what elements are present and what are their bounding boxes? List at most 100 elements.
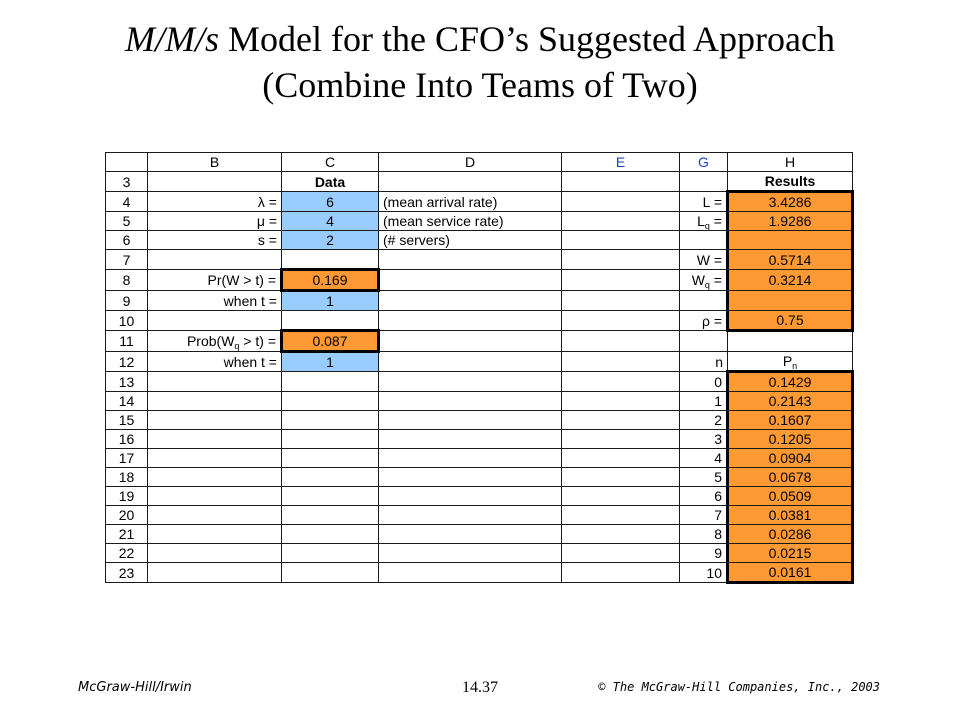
cell <box>727 330 853 352</box>
sheet-row: 5 μ = 4 (mean service rate) Lq = 1.9286 <box>105 211 854 231</box>
pn-table-row: 13 0 0.1429 <box>105 370 854 392</box>
n-value: 5 <box>679 467 728 487</box>
cell <box>378 524 562 544</box>
n-value: 1 <box>679 391 728 411</box>
cell <box>561 467 680 487</box>
prob-w-label: Pr(W > t) = <box>147 269 282 291</box>
n-value: 10 <box>679 562 728 583</box>
col-header-h: H <box>727 152 853 172</box>
row-number: 22 <box>105 543 148 563</box>
cell <box>561 505 680 525</box>
cell <box>281 524 379 544</box>
row-number: 5 <box>105 211 148 231</box>
corner-cell <box>105 152 148 172</box>
cell <box>378 429 562 449</box>
cell <box>378 391 562 411</box>
prob-w-value: 0.169 <box>280 268 380 292</box>
cell <box>281 391 379 411</box>
row-number: 18 <box>105 467 148 487</box>
cell <box>378 249 562 270</box>
row-number: 15 <box>105 410 148 430</box>
cell <box>378 448 562 468</box>
pn-header: Pn <box>727 351 853 372</box>
cell <box>147 562 282 583</box>
cell <box>561 410 680 430</box>
cell <box>561 391 680 411</box>
pn-value: 0.0286 <box>726 524 854 544</box>
row-number: 11 <box>105 330 148 352</box>
cell <box>147 391 282 411</box>
cell <box>561 269 680 291</box>
row-number: 23 <box>105 562 148 583</box>
wq-label: Wq = <box>679 269 728 291</box>
cell <box>679 230 728 250</box>
cell <box>281 371 379 392</box>
cell <box>679 290 728 311</box>
rho-label: ρ = <box>679 310 728 331</box>
cell <box>147 429 282 449</box>
cell <box>561 543 680 563</box>
prob-wq-t-input[interactable]: 1 <box>281 351 379 372</box>
cell <box>561 171 680 192</box>
w-value: 0.5714 <box>726 249 854 270</box>
row-number: 19 <box>105 486 148 506</box>
cell <box>147 410 282 430</box>
prob-wq-t-label: when t = <box>147 351 282 372</box>
pn-value: 0.2143 <box>726 391 854 411</box>
cell <box>378 310 562 331</box>
pn-value: 0.1607 <box>726 410 854 430</box>
cell <box>147 486 282 506</box>
row-number: 12 <box>105 351 148 372</box>
sheet-row: 6 s = 2 (# servers) <box>105 230 854 250</box>
n-value: 8 <box>679 524 728 544</box>
sheet-row: 8 Pr(W > t) = 0.169 Wq = 0.3214 <box>105 268 854 292</box>
cell <box>378 410 562 430</box>
cell <box>561 562 680 583</box>
results-header: Results <box>727 171 853 192</box>
wq-value: 0.3214 <box>726 269 854 291</box>
cell <box>561 371 680 392</box>
cell <box>378 562 562 583</box>
column-header-row: B C D E G H <box>105 152 853 172</box>
l-label: L = <box>679 191 728 212</box>
spreadsheet: B C D E G H 3 Data Results 4 λ = 6 (mean… <box>105 152 854 584</box>
row-number: 4 <box>105 191 148 212</box>
title-line-2: (Combine Into Teams of Two) <box>262 65 698 105</box>
sheet-row: 10 ρ = 0.75 <box>105 310 854 332</box>
blank-output-cell <box>726 290 854 311</box>
sheet-row: 7 W = 0.5714 <box>105 249 854 270</box>
pn-table-row: 18 5 0.0678 <box>105 467 854 487</box>
pn-table-row: 16 3 0.1205 <box>105 429 854 449</box>
pn-table-row: 22 9 0.0215 <box>105 543 854 563</box>
n-value: 0 <box>679 371 728 392</box>
cell <box>281 310 379 331</box>
lambda-input[interactable]: 6 <box>281 191 379 212</box>
n-header: n <box>679 351 728 372</box>
cell <box>147 371 282 392</box>
pn-value: 0.1205 <box>726 429 854 449</box>
cell <box>281 562 379 583</box>
prob-wq-label: Prob(Wq > t) = <box>147 330 282 352</box>
cell <box>561 191 680 212</box>
prob-w-t-input[interactable]: 1 <box>281 290 379 311</box>
cell <box>561 448 680 468</box>
copyright-notice: © The McGraw-Hill Companies, Inc., 2003 <box>598 680 880 694</box>
n-value: 7 <box>679 505 728 525</box>
pn-table-row: 19 6 0.0509 <box>105 486 854 506</box>
n-value: 3 <box>679 429 728 449</box>
pn-value: 0.1429 <box>726 370 854 392</box>
servers-input[interactable]: 2 <box>281 230 379 250</box>
cell <box>561 230 680 250</box>
cell <box>147 171 282 192</box>
row-number: 6 <box>105 230 148 250</box>
mu-input[interactable]: 4 <box>281 211 379 231</box>
sheet-row: 12 when t = 1 n Pn <box>105 351 853 372</box>
cell <box>281 429 379 449</box>
cell <box>561 486 680 506</box>
slide-number: 14.37 <box>462 679 498 696</box>
prob-wq-value: 0.087 <box>280 329 380 353</box>
cell <box>561 290 680 311</box>
lq-value: 1.9286 <box>726 211 854 231</box>
row-number: 7 <box>105 249 148 270</box>
cell <box>281 410 379 430</box>
